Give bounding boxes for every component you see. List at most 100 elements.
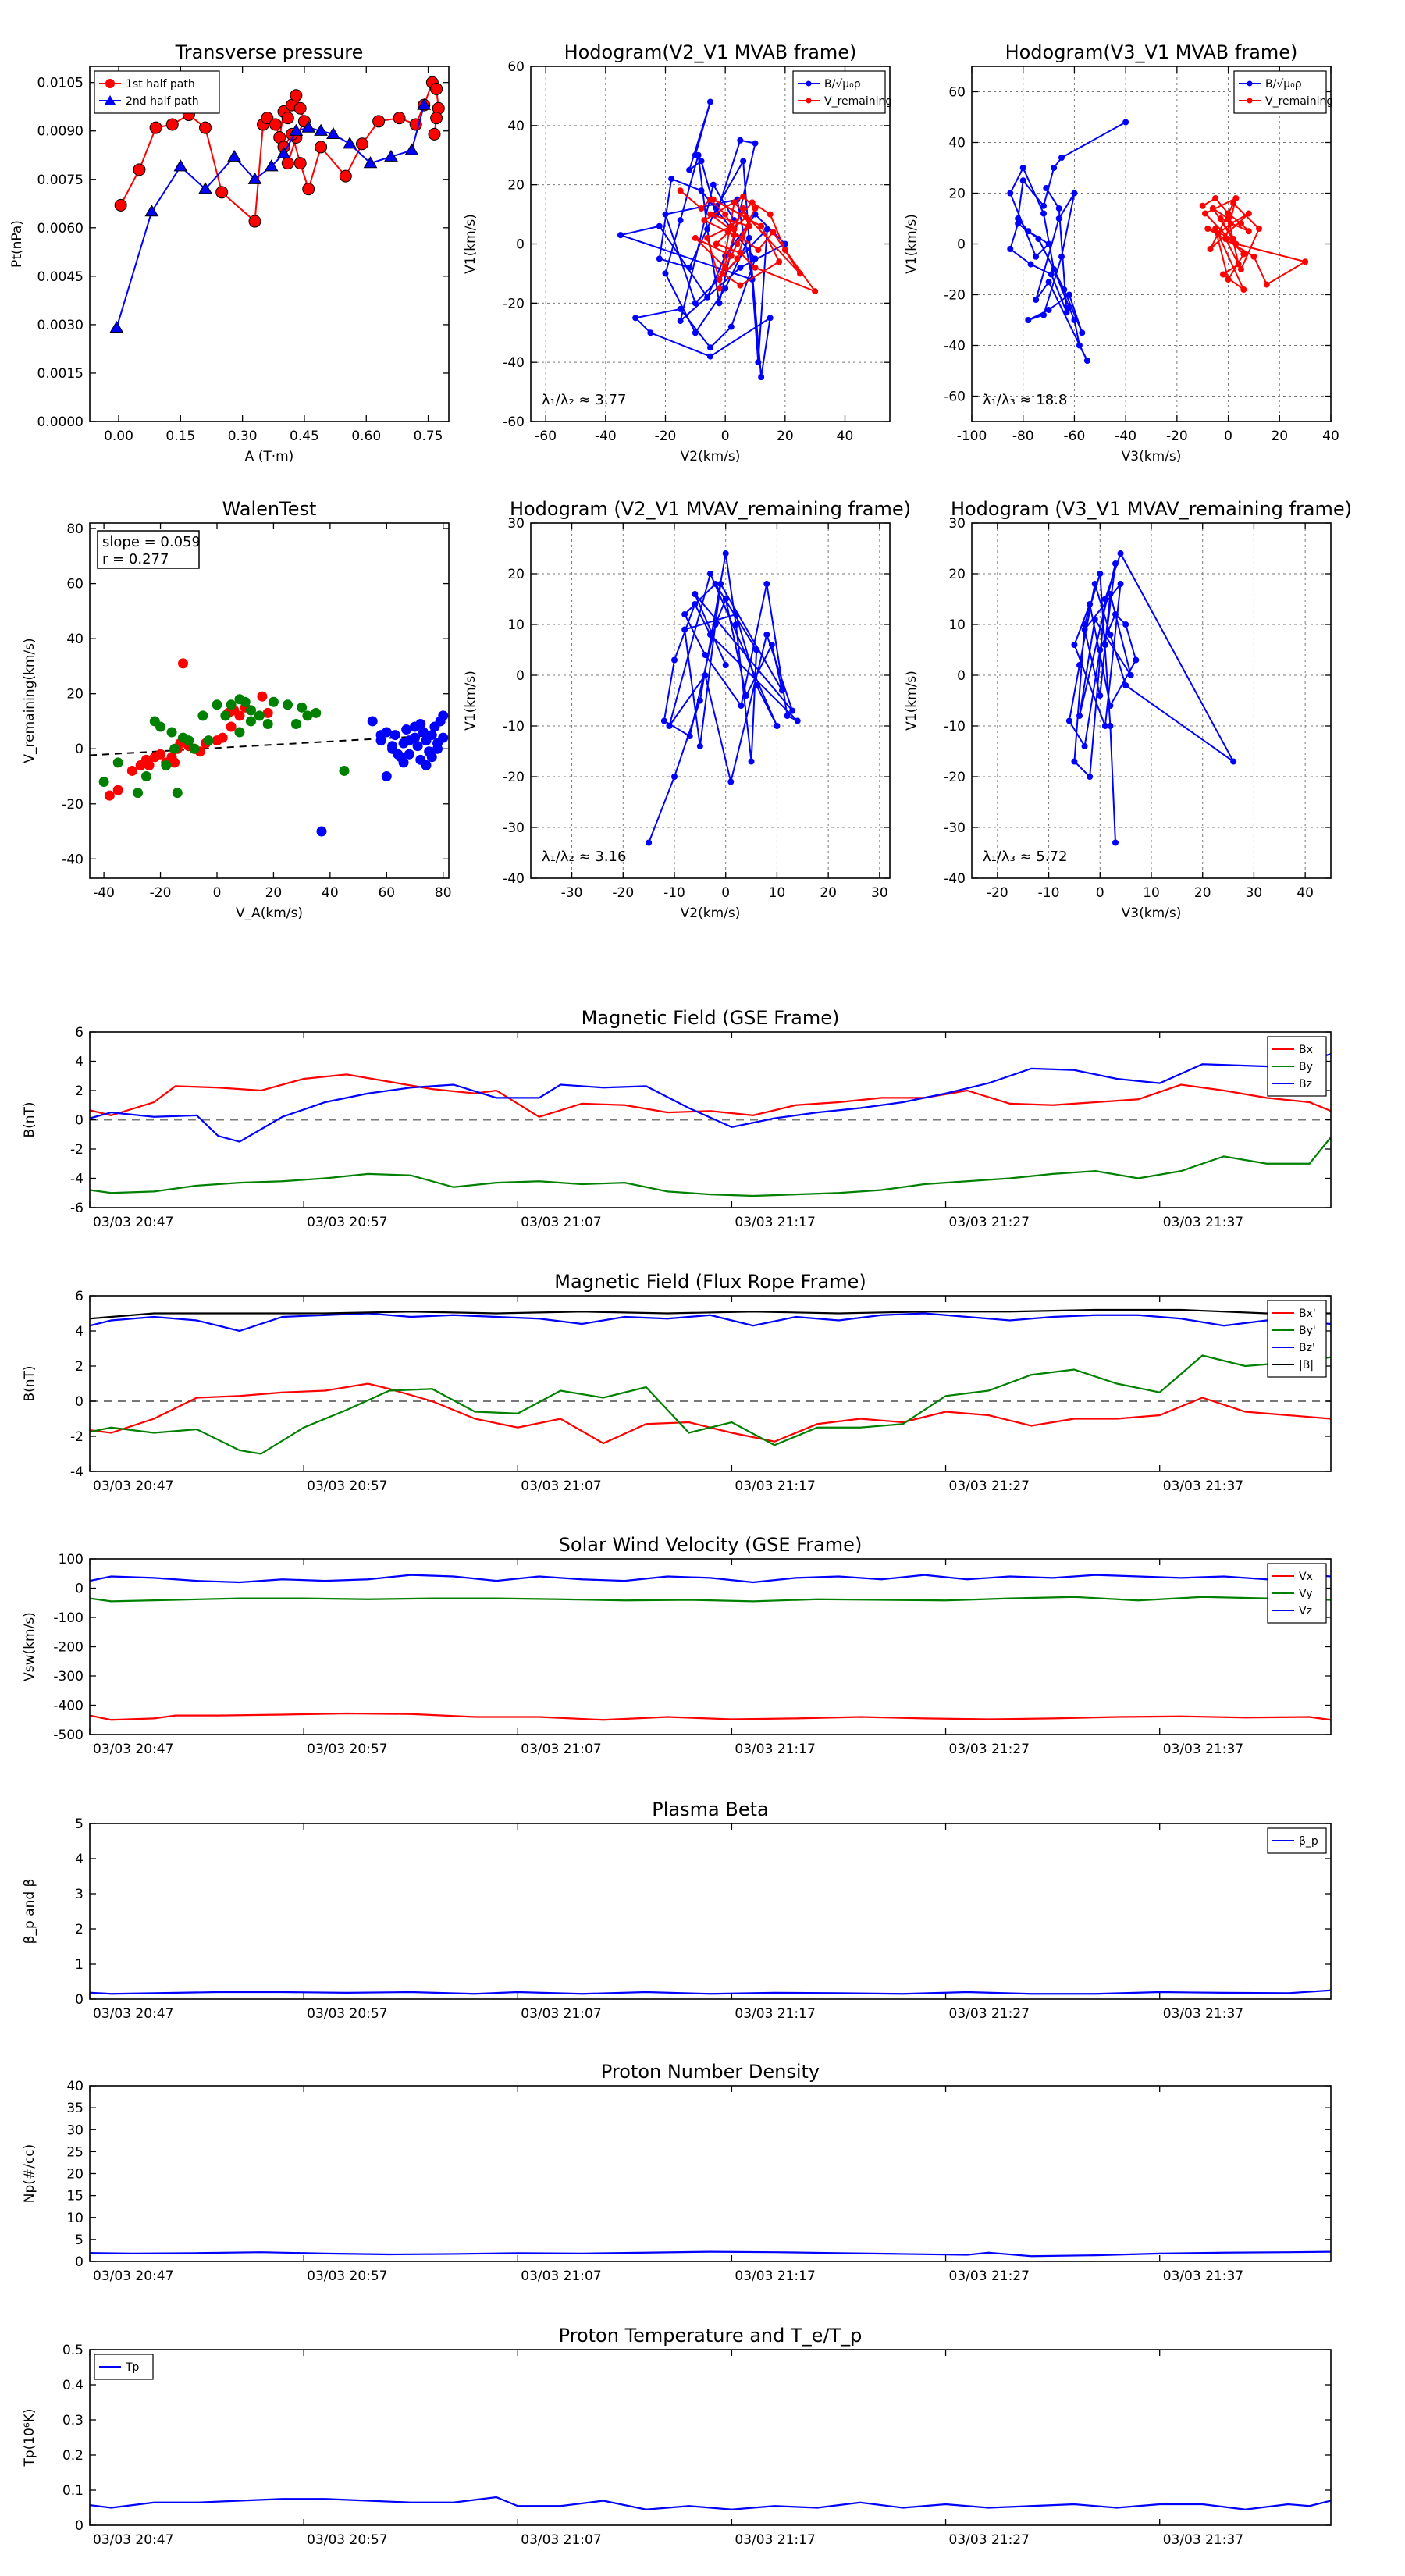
data-point — [702, 672, 709, 678]
data-point — [183, 735, 194, 746]
y-tick-label: 60 — [66, 577, 84, 592]
chart-title: Proton Temperature and T_e/T_p — [559, 2325, 863, 2347]
data-point — [740, 158, 747, 165]
data-point — [656, 255, 663, 262]
data-point — [301, 120, 316, 133]
series-line-0 — [90, 2496, 1331, 2510]
data-point — [666, 723, 673, 729]
data-point — [384, 149, 398, 162]
y-tick-label: 0.0105 — [37, 76, 84, 91]
plot-area — [98, 658, 449, 837]
data-point — [161, 760, 172, 770]
chart-title: Solar Wind Velocity (GSE Frame) — [559, 1534, 863, 1556]
data-point — [1112, 611, 1119, 617]
data-point — [412, 741, 423, 752]
y-tick-label: 10 — [507, 617, 525, 633]
plot-frame — [89, 66, 450, 422]
data-point — [212, 699, 222, 710]
y-tick-label: 4 — [75, 1324, 84, 1340]
data-point — [752, 205, 759, 212]
x-tick-label: 0.00 — [104, 429, 133, 444]
x-tick-label: 03/03 20:47 — [93, 1742, 173, 1757]
ratio-annotation: λ₁/λ₂ ≈ 3.16 — [542, 849, 626, 865]
data-point — [1071, 317, 1078, 323]
x-axis-label: V3(km/s) — [1122, 906, 1182, 921]
stats-box — [97, 530, 200, 569]
legend-box — [1267, 1300, 1327, 1378]
data-point — [677, 217, 684, 224]
x-tick-label: 20 — [1194, 885, 1211, 901]
data-point — [172, 788, 183, 799]
data-point — [297, 702, 308, 713]
data-point — [789, 707, 796, 714]
y-tick-label: -40 — [503, 355, 525, 371]
data-point — [1027, 261, 1034, 268]
data-point — [311, 707, 322, 718]
y-axis-label: B(nT) — [22, 1365, 37, 1401]
y-tick-label: 0 — [75, 2254, 84, 2270]
data-point — [740, 205, 747, 212]
data-point — [1071, 758, 1078, 765]
y-tick-label: 3 — [75, 1887, 84, 1902]
x-tick-label: 40 — [1322, 429, 1339, 444]
legend-marker — [806, 98, 812, 104]
x-tick-label: 0.75 — [414, 429, 443, 444]
legend-label: 1st half path — [126, 78, 195, 91]
x-axis-label: A (T·m) — [245, 449, 294, 464]
data-point — [1202, 210, 1208, 217]
data-point — [1101, 596, 1108, 603]
data-point — [1256, 226, 1262, 232]
data-point — [1091, 581, 1098, 587]
plot-area — [617, 98, 819, 381]
x-tick-label: 03/03 20:57 — [307, 1215, 387, 1230]
data-point — [722, 264, 729, 271]
data-point — [758, 222, 765, 229]
x-tick-label: 03/03 20:47 — [93, 2268, 173, 2284]
data-point — [698, 205, 705, 212]
data-point — [1302, 258, 1309, 265]
y-tick-label: -100 — [53, 1610, 84, 1626]
data-point — [262, 707, 273, 718]
y-tick-label: -20 — [503, 296, 525, 311]
data-point — [763, 226, 770, 233]
y-tick-label: 35 — [66, 2101, 84, 2116]
x-tick-label: -60 — [535, 429, 557, 444]
data-point — [1076, 713, 1083, 719]
data-point — [290, 718, 301, 729]
data-point — [743, 692, 749, 699]
y-tick-label: 40 — [66, 632, 84, 647]
data-point — [1250, 253, 1257, 260]
series-line-0 — [648, 553, 799, 843]
data-point — [1071, 642, 1078, 648]
data-point — [752, 140, 759, 147]
data-point — [1051, 266, 1058, 272]
legend-label: Tp — [125, 2361, 140, 2374]
data-point — [226, 721, 237, 732]
chart-bfr: 03/03 20:47 03/03 20:57 03/03 21:07 03/03 2… — [22, 1271, 1332, 1494]
x-tick-label: 10 — [1143, 885, 1160, 901]
y-tick-label: 0.0030 — [37, 318, 84, 333]
y-tick-label: 0 — [75, 1992, 84, 2008]
x-tick-label: 40 — [837, 429, 854, 444]
data-point — [1025, 228, 1032, 235]
data-point — [169, 743, 180, 754]
data-point — [283, 699, 293, 710]
x-tick-label: 03/03 21:07 — [521, 1215, 601, 1230]
data-point — [144, 205, 159, 217]
data-point — [1081, 743, 1088, 749]
y-tick-label: 30 — [948, 516, 966, 532]
data-point — [189, 743, 200, 754]
data-point — [716, 285, 723, 292]
plot-frame — [89, 2349, 1332, 2526]
data-point — [1043, 185, 1050, 191]
data-point — [1101, 642, 1108, 648]
x-tick-label: 0 — [721, 429, 730, 444]
plot-frame — [89, 1558, 1332, 1735]
chart-h31r: -20 -10 0 10 20 30 40-40-30-20-100102030Hodogr… — [904, 498, 1352, 921]
y-tick-label: 20 — [948, 187, 966, 202]
data-point — [716, 276, 723, 283]
data-point — [1263, 281, 1270, 288]
data-point — [314, 123, 328, 136]
y-axis-label: Pt(nPa) — [9, 220, 25, 268]
data-point — [734, 255, 741, 262]
